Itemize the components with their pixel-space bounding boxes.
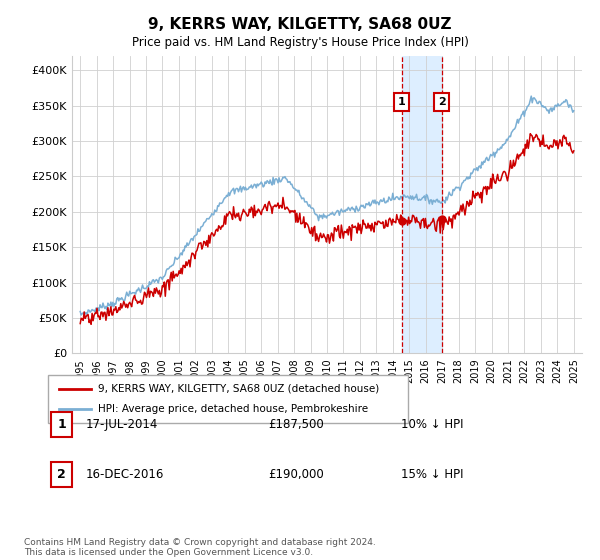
- Text: £190,000: £190,000: [268, 468, 324, 481]
- FancyBboxPatch shape: [50, 463, 73, 487]
- Bar: [401, 56, 442, 353]
- Text: £187,500: £187,500: [268, 418, 324, 431]
- Text: 2: 2: [437, 97, 445, 107]
- Text: 9, KERRS WAY, KILGETTY, SA68 0UZ: 9, KERRS WAY, KILGETTY, SA68 0UZ: [148, 17, 452, 32]
- Text: 15% ↓ HPI: 15% ↓ HPI: [401, 468, 463, 481]
- Text: 2: 2: [57, 468, 66, 481]
- Text: Price paid vs. HM Land Registry's House Price Index (HPI): Price paid vs. HM Land Registry's House …: [131, 36, 469, 49]
- Text: 1: 1: [398, 97, 406, 107]
- Text: 17-JUL-2014: 17-JUL-2014: [86, 418, 158, 431]
- Text: Contains HM Land Registry data © Crown copyright and database right 2024.
This d: Contains HM Land Registry data © Crown c…: [24, 538, 376, 557]
- FancyBboxPatch shape: [48, 375, 408, 423]
- Text: HPI: Average price, detached house, Pembrokeshire: HPI: Average price, detached house, Pemb…: [98, 404, 368, 414]
- Text: 1: 1: [57, 418, 66, 431]
- Text: 16-DEC-2016: 16-DEC-2016: [86, 468, 164, 481]
- Text: 10% ↓ HPI: 10% ↓ HPI: [401, 418, 463, 431]
- Text: 9, KERRS WAY, KILGETTY, SA68 0UZ (detached house): 9, KERRS WAY, KILGETTY, SA68 0UZ (detach…: [98, 384, 380, 394]
- FancyBboxPatch shape: [50, 412, 73, 437]
